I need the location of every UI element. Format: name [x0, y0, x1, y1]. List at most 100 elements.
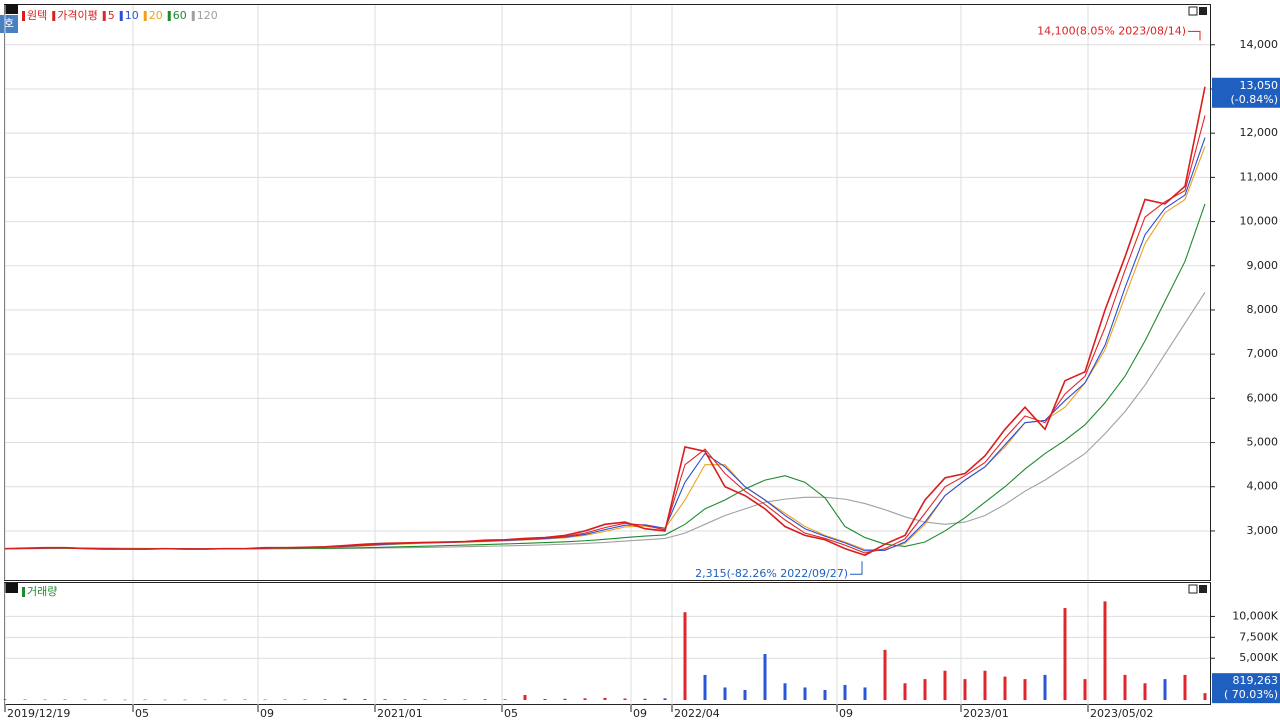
volume-bar	[1103, 601, 1107, 700]
volume-bar	[1003, 676, 1007, 700]
volume-bar	[3, 699, 7, 700]
volume-bar	[63, 699, 67, 700]
y-tick-label: 14,000	[1240, 38, 1279, 51]
x-tick-label: 09	[839, 707, 853, 720]
y-tick-label: 5,000K	[1239, 651, 1278, 664]
volume-bar	[423, 699, 427, 700]
volume-bar	[303, 699, 307, 700]
x-tick-label: 05	[135, 707, 149, 720]
legend-swatch	[143, 11, 147, 21]
last-volume-box	[1212, 673, 1280, 704]
annotation: 14,100(8.05% 2023/08/14)	[1037, 24, 1186, 37]
y-tick-label: 10,000K	[1232, 609, 1278, 622]
volume-bar	[543, 698, 547, 700]
volume-bar	[603, 697, 607, 700]
volume-bar	[343, 698, 347, 700]
volume-bar	[563, 698, 567, 700]
last-price-change: (-0.84%)	[1231, 93, 1279, 106]
legend-swatch	[191, 11, 195, 21]
volume-bar	[903, 683, 907, 700]
volume-bar	[1043, 674, 1047, 700]
button[interactable]	[1188, 584, 1198, 594]
volume-bar	[503, 699, 507, 700]
volume-bar	[643, 698, 647, 700]
legend-label: 5	[108, 9, 115, 22]
legend-swatch	[167, 11, 171, 21]
x-tick-label: 09	[260, 707, 274, 720]
volume-bar	[1183, 674, 1187, 700]
volume-bar	[583, 698, 587, 700]
annotation-arrow	[1188, 30, 1201, 41]
x-tick-label: 2022/04	[674, 707, 720, 720]
y-tick-label: 7,500K	[1239, 630, 1278, 643]
legend-swatch	[119, 11, 123, 21]
last-volume-label: 819,263	[1233, 674, 1279, 687]
volume-bar	[523, 694, 527, 700]
button[interactable]	[1188, 6, 1198, 16]
y-tick-label: 3,000	[1247, 524, 1279, 537]
y-tick-label: 7,000	[1247, 347, 1279, 360]
volume-bar	[463, 699, 467, 700]
volume-bar	[443, 699, 447, 700]
legend-label: 20	[149, 9, 163, 22]
volume-bar	[103, 699, 107, 701]
volume-bar	[943, 670, 947, 700]
legend-swatch	[52, 11, 56, 21]
volume-bar	[43, 699, 47, 701]
volume-bar	[323, 699, 327, 700]
last-price-box	[1212, 77, 1280, 108]
volume-bar	[483, 699, 487, 700]
x-tick-label: 2023/05/02	[1090, 707, 1153, 720]
volume-bar	[763, 654, 767, 700]
annotation: 2,315(-82.26% 2022/09/27)	[695, 567, 848, 580]
volume-bar	[1063, 608, 1067, 700]
window-buttons	[1188, 6, 1207, 594]
volume-bar	[703, 674, 707, 700]
volume-bar	[363, 698, 367, 700]
legend-label: 60	[173, 9, 187, 22]
last-volume-change: ( 70.03%)	[1224, 688, 1278, 701]
volume-bar	[243, 699, 247, 700]
volume-bar	[203, 699, 207, 701]
volume-bar	[183, 699, 187, 701]
y-tick-label: 12,000	[1240, 126, 1279, 139]
y-tick-label: 11,000	[1240, 170, 1279, 183]
volume-bar	[723, 687, 727, 700]
volume-bar	[983, 670, 987, 700]
volume-bar	[1083, 679, 1087, 700]
button[interactable]	[1199, 7, 1207, 15]
button[interactable]	[1199, 585, 1207, 593]
y-tick-label: 8,000	[1247, 303, 1279, 316]
volume-bar	[23, 699, 27, 700]
volume-bar	[383, 699, 387, 700]
legend-label: 거래량	[27, 585, 57, 598]
volume-bar	[1143, 683, 1147, 700]
volume-bar	[263, 699, 267, 701]
volume-bar	[223, 699, 227, 701]
legend-swatch	[102, 11, 106, 21]
volume-bar	[163, 699, 167, 701]
panel-icon	[4, 4, 18, 14]
volume-bar	[1163, 679, 1167, 700]
annotation-arrow	[850, 561, 863, 575]
x-tick-label: 2019/12/19	[7, 707, 70, 720]
volume-bar	[923, 679, 927, 700]
volume-bar	[1203, 693, 1207, 700]
x-tick-label: 05	[504, 707, 518, 720]
volume-bar	[963, 679, 967, 700]
legend-label: 가격이평	[57, 9, 97, 22]
last-price-label: 13,050	[1240, 79, 1279, 92]
y-tick-label: 4,000	[1247, 480, 1279, 493]
x-tick-label: 09	[633, 707, 647, 720]
legend-swatch	[22, 11, 25, 21]
y-tick-label: 10,000	[1240, 215, 1279, 228]
volume-bar	[283, 699, 287, 700]
volume-bar	[843, 684, 847, 700]
volume-bar	[683, 612, 687, 700]
price-line	[4, 86, 1206, 557]
volume-bar	[1023, 679, 1027, 700]
volume-bar	[663, 698, 667, 700]
legend-label: 원텍	[27, 9, 47, 22]
